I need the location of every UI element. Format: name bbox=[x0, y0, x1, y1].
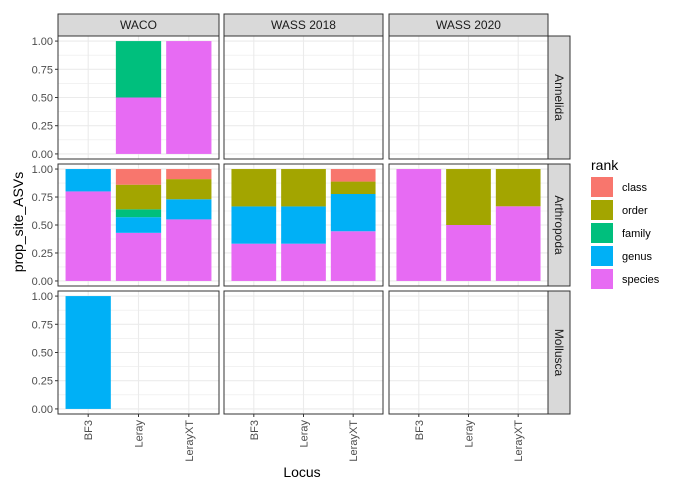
bar-segment-order bbox=[231, 169, 277, 207]
facet-panel bbox=[223, 35, 384, 160]
bar-segment-order bbox=[166, 179, 212, 200]
facet-col-label: WACO bbox=[120, 18, 157, 32]
bar-segment-species bbox=[115, 232, 162, 281]
bar-segment-order bbox=[115, 184, 162, 210]
facet-panel bbox=[388, 35, 549, 160]
x-tick-label: BF3 bbox=[249, 420, 261, 440]
facet-panel bbox=[57, 163, 220, 287]
legend-key-genus bbox=[591, 246, 613, 266]
x-axis-title: Locus bbox=[283, 464, 320, 480]
bar-segment-family bbox=[115, 209, 162, 218]
bar-segment-order bbox=[281, 169, 326, 207]
facet-panel bbox=[57, 35, 220, 160]
facet-panel bbox=[388, 163, 549, 287]
bar-segment-genus bbox=[281, 206, 326, 244]
panel-border bbox=[223, 163, 384, 287]
facet-panels: WACO WASS 2018 WASS 2020 Annelida Arthropoda… bbox=[32, 13, 571, 462]
bar-segment-species bbox=[446, 225, 491, 281]
facet-panel bbox=[57, 290, 220, 415]
bar-segment-order bbox=[495, 169, 541, 207]
bar-segment-genus bbox=[65, 169, 111, 192]
panel-border bbox=[388, 35, 549, 160]
facet-col-label: WASS 2020 bbox=[436, 18, 501, 32]
y-tick-label: 0.25 bbox=[32, 376, 53, 388]
y-tick-label: 1.00 bbox=[32, 36, 53, 48]
y-tick-label: 0.75 bbox=[32, 319, 53, 331]
bar-segment-species bbox=[166, 41, 212, 154]
facet-row-label: Mollusca bbox=[552, 329, 566, 377]
x-tick-label: LerayXT bbox=[184, 420, 196, 462]
legend-title: rank bbox=[591, 157, 619, 173]
bar-segment-order bbox=[330, 181, 376, 194]
y-tick-label: 0.25 bbox=[32, 248, 53, 260]
bar-segment-class bbox=[115, 169, 162, 185]
bar-segment-species bbox=[166, 219, 212, 281]
y-tick-label: 0.75 bbox=[32, 64, 53, 76]
legend-key-family bbox=[591, 223, 613, 243]
legend-key-order bbox=[591, 200, 613, 220]
y-tick-label: 0.50 bbox=[32, 348, 53, 360]
legend-key-class bbox=[591, 177, 613, 197]
x-tick-label: BF3 bbox=[414, 420, 426, 440]
y-tick-label: 1.00 bbox=[32, 291, 53, 303]
x-tick-label: Leray bbox=[299, 420, 311, 448]
y-axis-title: prop_site_ASVs bbox=[10, 172, 26, 272]
bar-segment-family bbox=[115, 41, 162, 98]
bar-segment-species bbox=[330, 231, 376, 281]
bar-segment-class bbox=[330, 169, 376, 182]
bar-segment-genus bbox=[330, 193, 376, 232]
x-tick-label: BF3 bbox=[83, 420, 95, 440]
bar-segment-species bbox=[65, 191, 111, 281]
panel-border bbox=[388, 163, 549, 287]
y-tick-label: 0.25 bbox=[32, 121, 53, 133]
y-tick-label: 0.00 bbox=[32, 404, 53, 416]
bar-segment-order bbox=[446, 169, 491, 225]
facet-panel bbox=[223, 163, 384, 287]
bar-segment-species bbox=[231, 243, 277, 281]
y-tick-label: 1.00 bbox=[32, 164, 53, 176]
legend-label: species bbox=[622, 274, 660, 286]
x-tick-label: Leray bbox=[464, 420, 476, 448]
bar-segment-species bbox=[115, 97, 162, 154]
panel-border bbox=[223, 35, 384, 160]
facet-row-label: Arthropoda bbox=[552, 195, 566, 255]
legend-key-species bbox=[591, 269, 613, 289]
y-tick-label: 0.00 bbox=[32, 149, 53, 161]
legend-label: family bbox=[622, 228, 651, 240]
bar-segment-species bbox=[396, 169, 442, 281]
x-tick-label: Leray bbox=[134, 420, 146, 448]
bar-segment-species bbox=[495, 206, 541, 281]
legend-label: class bbox=[622, 182, 648, 194]
facet-row-label: Annelida bbox=[552, 74, 566, 121]
y-tick-label: 0.75 bbox=[32, 192, 53, 204]
y-tick-label: 0.50 bbox=[32, 93, 53, 105]
facet-panel bbox=[223, 290, 384, 415]
bar-segment-species bbox=[281, 243, 326, 281]
facet-panel bbox=[388, 290, 549, 415]
facet-col-label: WASS 2018 bbox=[271, 18, 336, 32]
legend-label: genus bbox=[622, 251, 652, 263]
x-tick-label: LerayXT bbox=[513, 420, 525, 462]
bar-segment-class bbox=[166, 169, 212, 180]
bar-segment-genus bbox=[166, 199, 212, 220]
bar-segment-genus bbox=[65, 296, 111, 409]
y-tick-label: 0.50 bbox=[32, 220, 53, 232]
legend-label: order bbox=[622, 205, 648, 217]
x-tick-label: LerayXT bbox=[348, 420, 360, 462]
bar-segment-genus bbox=[115, 217, 162, 233]
legend: rank class order family genus species bbox=[591, 157, 660, 289]
y-tick-label: 0.00 bbox=[32, 276, 53, 288]
bar-segment-genus bbox=[231, 206, 277, 244]
